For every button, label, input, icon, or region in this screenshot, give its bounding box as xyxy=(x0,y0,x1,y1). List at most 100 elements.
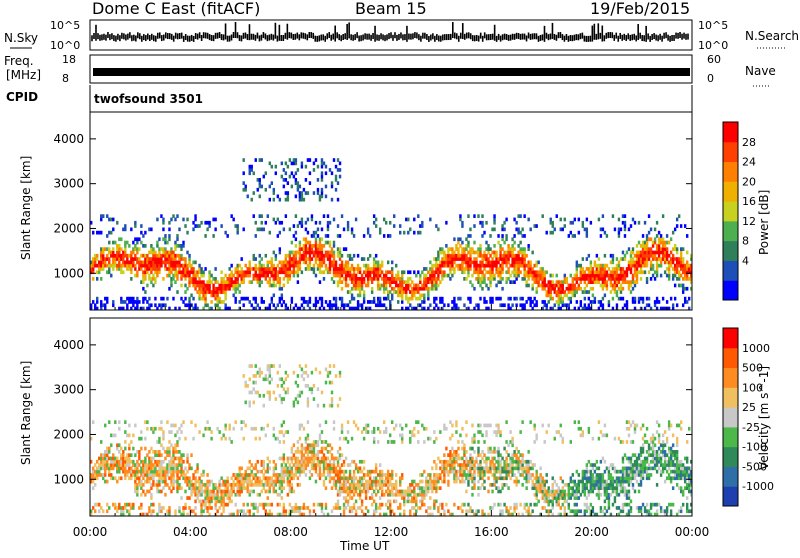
velocity-cell xyxy=(156,486,158,490)
power-cell xyxy=(295,178,297,182)
velocity-cell xyxy=(164,480,166,484)
power-cell xyxy=(469,267,471,271)
power-cell xyxy=(339,175,341,179)
power-cell xyxy=(112,247,114,251)
power-cell xyxy=(652,244,654,248)
power-cell xyxy=(409,270,411,274)
velocity-cell xyxy=(375,503,377,507)
power-cell xyxy=(104,303,106,307)
power-cell xyxy=(654,228,656,232)
power-cell xyxy=(186,218,188,222)
power-cell xyxy=(208,284,210,288)
power-cell xyxy=(646,280,648,284)
velocity-cell xyxy=(168,447,170,451)
power-cell xyxy=(212,234,214,238)
velocity-cell xyxy=(261,490,263,494)
power-cell xyxy=(283,185,285,189)
power-cell xyxy=(503,221,505,225)
power-cell xyxy=(610,280,612,284)
power-cell xyxy=(351,231,353,235)
velocity-cell xyxy=(339,473,341,477)
power-cell xyxy=(289,277,291,281)
power-cell xyxy=(403,270,405,274)
power-cell xyxy=(249,300,251,304)
power-cell xyxy=(632,257,634,261)
power-cell xyxy=(301,221,303,225)
power-cell xyxy=(373,257,375,261)
power-cell xyxy=(517,274,519,278)
power-cell xyxy=(180,297,182,301)
power-cell xyxy=(437,274,439,278)
velocity-cell xyxy=(269,509,271,513)
power-cell xyxy=(275,257,277,261)
power-cell xyxy=(375,224,377,228)
velocity-cell xyxy=(265,509,267,513)
velocity-cell xyxy=(259,437,261,441)
power-cell xyxy=(479,247,481,251)
velocity-cell xyxy=(251,463,253,467)
velocity-cell xyxy=(206,509,208,513)
velocity-cell xyxy=(204,503,206,507)
power-cell xyxy=(435,280,437,284)
power-cell xyxy=(359,290,361,294)
power-cell xyxy=(359,267,361,271)
velocity-cell xyxy=(228,424,230,428)
velocity-cell xyxy=(114,434,116,438)
velocity-cell xyxy=(261,470,263,474)
power-cell xyxy=(243,280,245,284)
power-cell xyxy=(495,264,497,268)
power-cell xyxy=(493,244,495,248)
power-cell xyxy=(441,300,443,304)
velocity-cell xyxy=(307,384,309,388)
velocity-cell xyxy=(369,473,371,477)
power-cell xyxy=(682,247,684,251)
power-cell xyxy=(598,280,600,284)
velocity-cell xyxy=(269,368,271,372)
power-cell xyxy=(337,198,339,202)
power-cell xyxy=(285,162,287,166)
velocity-cell xyxy=(116,480,118,484)
power-cell xyxy=(329,221,331,225)
power-cell xyxy=(519,270,521,274)
power-cell xyxy=(590,261,592,265)
power-cell xyxy=(481,287,483,291)
power-ytick-label-0: 1000 xyxy=(53,266,84,280)
velocity-cell xyxy=(170,490,172,494)
power-cell xyxy=(455,244,457,248)
velocity-cell xyxy=(98,503,100,507)
power-cell xyxy=(570,274,572,278)
power-cell xyxy=(668,267,670,271)
power-cell xyxy=(198,277,200,281)
power-cell xyxy=(612,254,614,258)
power-cell xyxy=(443,251,445,255)
power-cell xyxy=(232,218,234,222)
velocity-cell xyxy=(249,493,251,497)
power-cell xyxy=(144,277,146,281)
power-cell xyxy=(588,254,590,258)
power-cell xyxy=(287,198,289,202)
power-cell xyxy=(188,274,190,278)
power-cell xyxy=(162,277,164,281)
power-cell xyxy=(606,287,608,291)
velocity-cell xyxy=(301,424,303,428)
power-cell xyxy=(307,303,309,307)
velocity-cell xyxy=(365,493,367,497)
power-cell xyxy=(335,188,337,192)
velocity-cell xyxy=(377,427,379,431)
velocity-cell xyxy=(176,467,178,471)
velocity-cell xyxy=(269,391,271,395)
power-cell xyxy=(309,254,311,258)
power-cell xyxy=(517,244,519,248)
velocity-cell xyxy=(118,470,120,474)
velocity-cell xyxy=(365,427,367,431)
power-cell xyxy=(166,241,168,245)
velocity-cell xyxy=(305,364,307,368)
power-cell xyxy=(628,287,630,291)
power-cell xyxy=(108,261,110,265)
velocity-cell xyxy=(361,430,363,434)
velocity-cell xyxy=(339,437,341,441)
power-ytick-label-3: 4000 xyxy=(53,132,84,146)
power-cell xyxy=(660,274,662,278)
power-cell xyxy=(178,267,180,271)
